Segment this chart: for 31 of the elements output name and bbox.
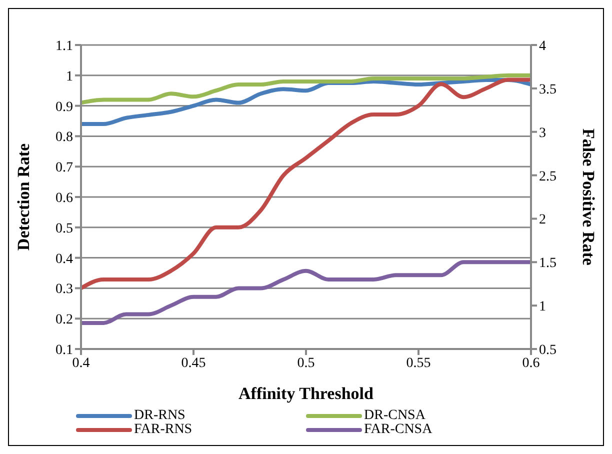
y-tick-label: 0.5 <box>56 221 73 236</box>
y-tick-label: 0.1 <box>56 342 73 358</box>
y2-tick-label: 0.5 <box>539 342 556 358</box>
legend-label: DR-RNS <box>134 408 186 423</box>
y-tick-label: 1.1 <box>56 38 73 54</box>
y2-tick-label: 2 <box>539 212 546 228</box>
x-tick-label: 0.4 <box>72 356 90 371</box>
y-tick-label: 0.9 <box>56 100 73 115</box>
x-tick-label: 0.6 <box>522 356 540 371</box>
x-axis-title: Affinity Threshold <box>238 384 374 403</box>
y-tick-label: 0.6 <box>56 190 73 206</box>
y2-tick-label: 1.5 <box>539 256 556 272</box>
x-tick-label: 0.45 <box>181 356 206 371</box>
y2-tick-label: 3 <box>539 126 546 141</box>
legend-label: DR-CNSA <box>364 408 426 423</box>
y-tick-label: 0.7 <box>56 160 73 176</box>
legend-label: FAR-RNS <box>134 422 192 437</box>
y-tick-label: 0.3 <box>56 282 73 298</box>
y2-tick-label: 4 <box>539 38 546 54</box>
y2-tick-label: 1 <box>539 300 546 315</box>
y2-tick-label: 2.5 <box>539 169 556 184</box>
y-tick-label: 0.8 <box>56 130 73 146</box>
y-tick-label: 0.2 <box>56 312 73 328</box>
y2-axis-title: False Positive Rate <box>578 128 598 266</box>
y-tick-label: 1 <box>66 69 73 84</box>
y-tick-label: 0.4 <box>56 252 73 267</box>
y2-tick-label: 3.5 <box>539 82 556 98</box>
x-tick-label: 0.55 <box>406 356 431 371</box>
x-tick-label: 0.5 <box>297 356 315 371</box>
legend-label: FAR-CNSA <box>364 422 432 437</box>
y-axis-title: Detection Rate <box>14 142 34 251</box>
